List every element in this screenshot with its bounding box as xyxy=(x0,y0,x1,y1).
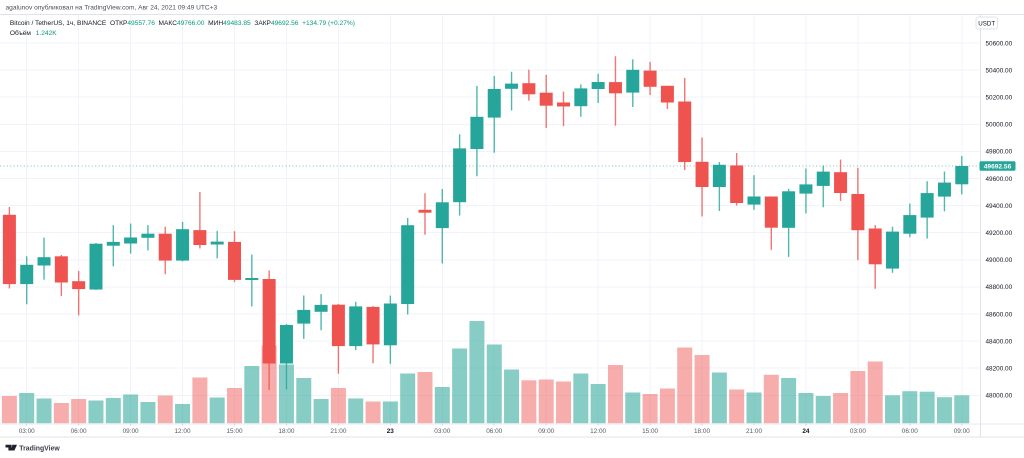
svg-text:Bitcoin / TetherUS, 1ч, BINANC: Bitcoin / TetherUS, 1ч, BINANCE ОТКР4955… xyxy=(10,20,355,27)
svg-text:49600.00: 49600.00 xyxy=(986,176,1013,183)
svg-text:12:00: 12:00 xyxy=(175,428,191,435)
svg-text:15:00: 15:00 xyxy=(227,428,243,435)
svg-text:21:00: 21:00 xyxy=(746,428,762,435)
svg-text:50200.00: 50200.00 xyxy=(986,95,1013,102)
svg-text:21:00: 21:00 xyxy=(330,428,346,435)
svg-text:50400.00: 50400.00 xyxy=(986,67,1013,74)
svg-text:48800.00: 48800.00 xyxy=(986,284,1013,291)
svg-text:03:00: 03:00 xyxy=(850,428,866,435)
svg-text:06:00: 06:00 xyxy=(486,428,502,435)
svg-text:agalunov опубликовал на Tradin: agalunov опубликовал на TradingView.com,… xyxy=(6,4,218,12)
svg-text:48600.00: 48600.00 xyxy=(986,311,1013,318)
svg-text:50600.00: 50600.00 xyxy=(986,40,1013,47)
svg-text:12:00: 12:00 xyxy=(590,428,606,435)
svg-text:15:00: 15:00 xyxy=(642,428,658,435)
svg-text:23: 23 xyxy=(387,428,395,435)
svg-text:18:00: 18:00 xyxy=(278,428,294,435)
svg-text:48400.00: 48400.00 xyxy=(986,338,1013,345)
svg-text:06:00: 06:00 xyxy=(71,428,87,435)
svg-text:49200.00: 49200.00 xyxy=(986,230,1013,237)
svg-text:03:00: 03:00 xyxy=(434,428,450,435)
svg-text:49000.00: 49000.00 xyxy=(986,257,1013,264)
svg-text:49400.00: 49400.00 xyxy=(986,203,1013,210)
svg-text:09:00: 09:00 xyxy=(538,428,554,435)
svg-text:USDT: USDT xyxy=(978,20,995,27)
svg-text:06:00: 06:00 xyxy=(902,428,918,435)
svg-text:49692.56: 49692.56 xyxy=(984,163,1012,170)
svg-text:48200.00: 48200.00 xyxy=(986,366,1013,373)
svg-text:09:00: 09:00 xyxy=(954,428,970,435)
svg-text:50000.00: 50000.00 xyxy=(986,122,1013,129)
svg-text:24: 24 xyxy=(802,428,810,435)
svg-text:TradingView: TradingView xyxy=(19,445,60,452)
svg-text:09:00: 09:00 xyxy=(123,428,139,435)
svg-text:03:00: 03:00 xyxy=(19,428,35,435)
svg-text:48000.00: 48000.00 xyxy=(986,393,1013,400)
svg-text:49800.00: 49800.00 xyxy=(986,149,1013,156)
svg-text:18:00: 18:00 xyxy=(694,428,710,435)
